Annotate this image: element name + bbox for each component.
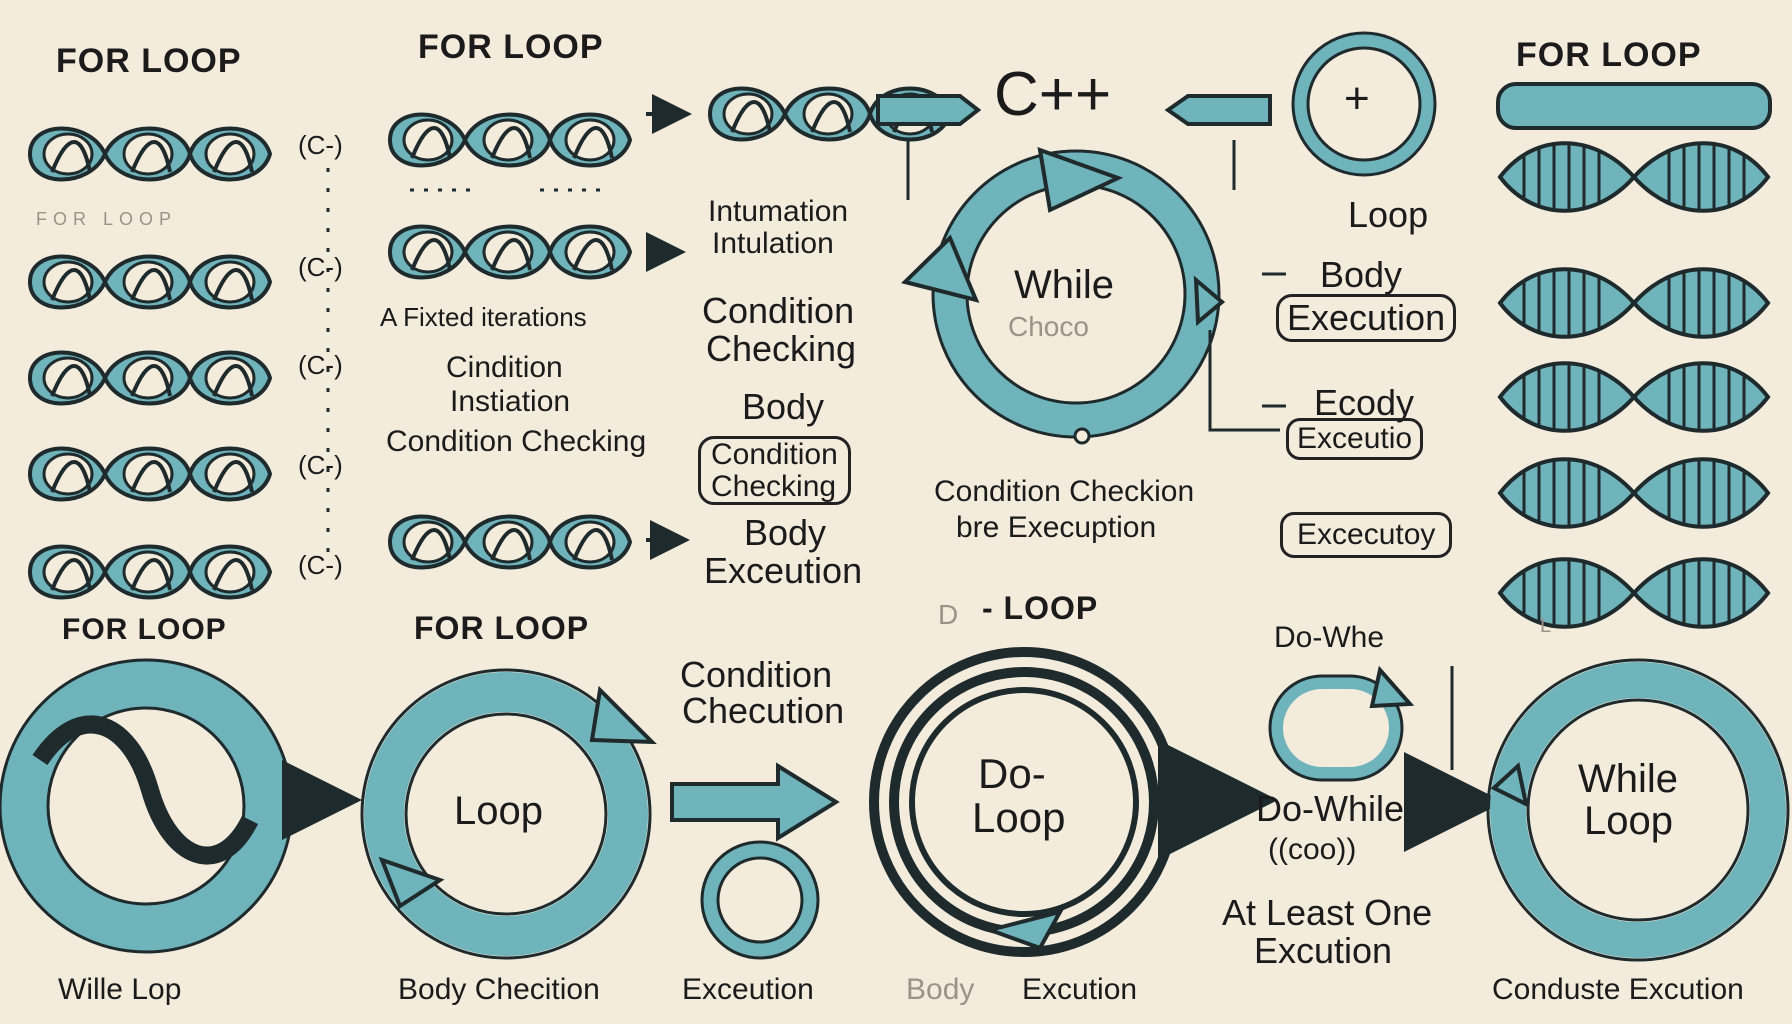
- excecutio-label: Exceutio: [1286, 418, 1424, 460]
- twist-chain-3: [28, 350, 272, 406]
- twist-chain-5: [28, 544, 272, 600]
- excution-label-2: Excution: [1022, 973, 1138, 1006]
- condition-checking-label-1: Condition Checking: [386, 425, 647, 458]
- helix-2: [1498, 266, 1770, 340]
- body-execution-label-2a: Body: [1320, 254, 1403, 295]
- body-faint-label: Body: [906, 973, 975, 1006]
- do-loop-label-a: Do-: [978, 750, 1046, 797]
- condition-checking-label-3a: Condition: [711, 438, 838, 471]
- condition-label-1: Cindition: [446, 351, 563, 384]
- c-label-2: (C-): [298, 252, 343, 282]
- fixed-iterations-label: A Fixted iterations: [380, 302, 587, 332]
- for-loop-heading-1: FOR LOOP: [56, 42, 242, 80]
- coop-label: ((coo)): [1268, 833, 1357, 866]
- c-label-3: (C-): [298, 350, 343, 380]
- c-label-1: (C-): [298, 130, 343, 160]
- body-checition-label: Body Checition: [398, 973, 600, 1006]
- excecutoy-label: Excecutoy: [1280, 512, 1453, 558]
- condition-chec-label-a: Condition: [680, 654, 833, 695]
- at-least-one-label: At Least One: [1222, 892, 1433, 933]
- twist-chain-1: [28, 126, 272, 182]
- intumation-label: Intumation: [708, 195, 849, 228]
- helix-1: [1498, 140, 1770, 214]
- loop-faint-label: L: [1540, 615, 1552, 637]
- for-loop-heading-4: FOR LOOP: [62, 613, 227, 646]
- bre-execution-label: bre Execuption: [956, 511, 1157, 544]
- wille-lop-label: Wille Lop: [58, 973, 182, 1006]
- for-loop-faint-label: FOR LOOP: [36, 209, 178, 229]
- helix-top: [1496, 82, 1772, 130]
- loop-right-label: Loop: [1348, 194, 1429, 235]
- for-loop-heading-2: FOR LOOP: [418, 28, 604, 66]
- twist-chain-6: [388, 112, 632, 168]
- do-faint-label: D: [938, 599, 959, 630]
- c-label-4: (C-): [298, 450, 343, 480]
- body-execution-label-1b: Exceution: [704, 550, 863, 591]
- do-while-label: Do-While: [1256, 788, 1405, 829]
- excution-label-1: Excution: [1254, 930, 1393, 971]
- choco-label: Choco: [1008, 311, 1089, 342]
- helix-3: [1498, 360, 1770, 434]
- conduste-excution-label: Conduste Excution: [1492, 973, 1744, 1006]
- condition-checking-label-3b: Checking: [711, 469, 837, 503]
- while-loop-label-a: While: [1578, 757, 1679, 801]
- do-whe-label: Do-Whe: [1274, 621, 1385, 654]
- twist-chain-8: [388, 514, 632, 570]
- loop-center-label: Loop: [454, 789, 543, 833]
- body-label-1: Body: [742, 386, 825, 427]
- do-loop-label-b: Loop: [972, 794, 1066, 841]
- condition-checking-label-2a: Condition: [702, 290, 855, 331]
- exceution-label-2: Exceution: [682, 973, 814, 1006]
- body-execution-label-2b: Execution: [1276, 294, 1457, 342]
- d-loop-heading: - LOOP: [982, 590, 1099, 626]
- c-label-5: (C-): [298, 550, 343, 580]
- cpp-label: C++: [994, 60, 1112, 129]
- twist-chain-4: [28, 446, 272, 502]
- helix-4: [1498, 456, 1770, 530]
- while-label: While: [1014, 263, 1115, 307]
- condition-chec-label-b: Checution: [682, 690, 845, 731]
- condition-checking-label-2b: Checking: [706, 328, 857, 369]
- condition-checkion-label: Condition Checkion: [934, 475, 1195, 508]
- twist-chain-2: [28, 254, 272, 310]
- intulation-label: Intulation: [712, 227, 834, 260]
- plus-label: +: [1344, 74, 1370, 123]
- while-loop-label-b: Loop: [1584, 799, 1673, 843]
- body-execution-label-1a: Body: [744, 512, 827, 553]
- instiation-label: Instiation: [450, 385, 571, 418]
- for-loop-heading-5: FOR LOOP: [414, 610, 590, 646]
- twist-chain-7: [388, 224, 632, 280]
- for-loop-heading-3: FOR LOOP: [1516, 36, 1702, 74]
- condition-checking-box: Condition Checking: [698, 436, 851, 505]
- ecody-label: Ecody: [1314, 382, 1415, 423]
